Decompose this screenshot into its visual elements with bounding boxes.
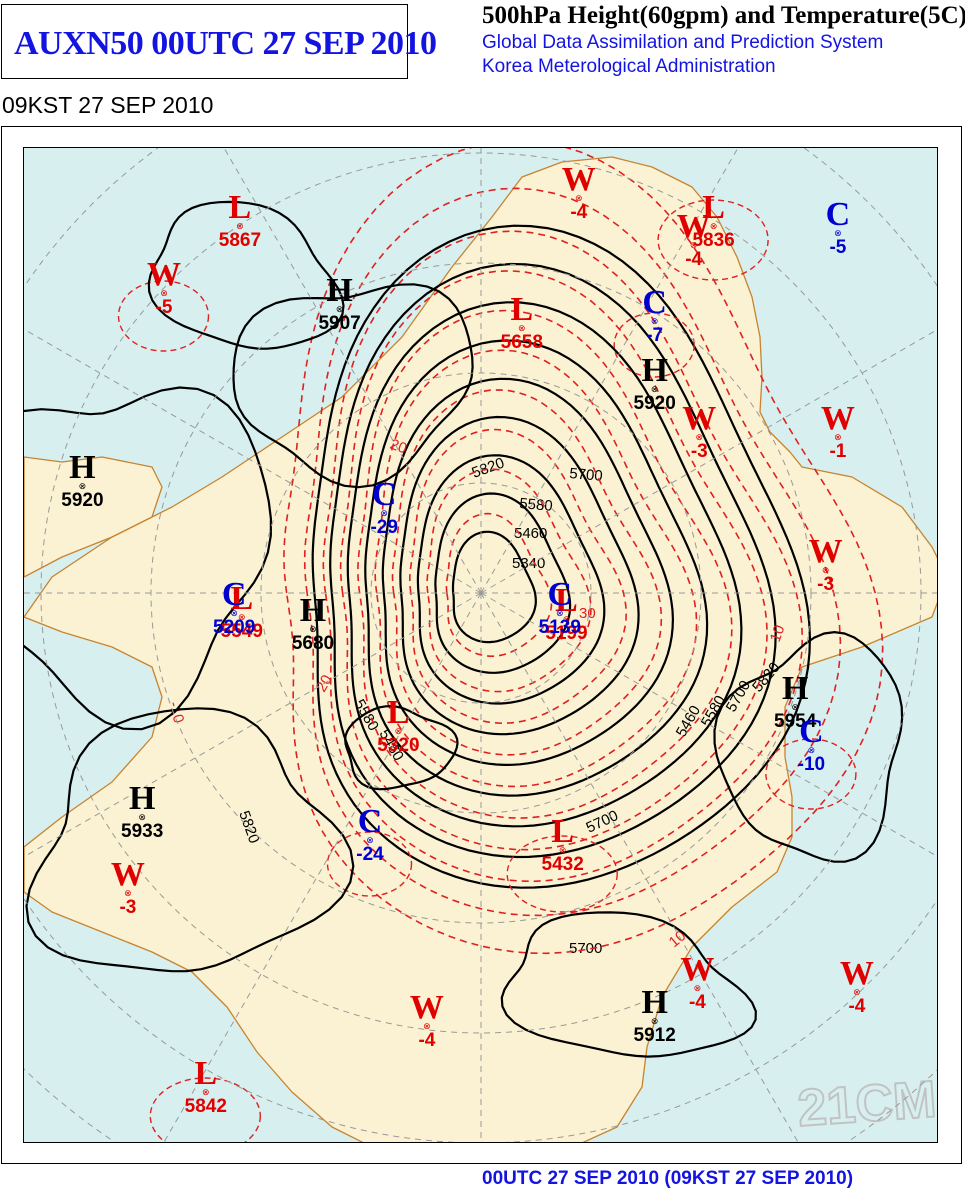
svg-text:21CMA: 21CMA xyxy=(796,1068,938,1138)
svg-text:5700: 5700 xyxy=(569,465,604,485)
svg-text:5340: 5340 xyxy=(512,555,545,572)
svg-text:5700: 5700 xyxy=(569,940,602,957)
